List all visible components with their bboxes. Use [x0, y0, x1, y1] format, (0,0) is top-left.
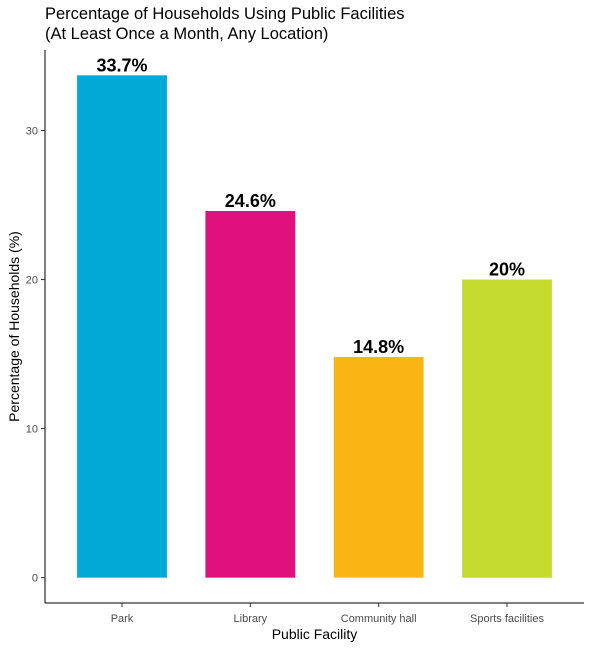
- bar-library: [205, 210, 296, 578]
- y-tick-label: 10: [26, 424, 38, 436]
- x-tick-label-library: Library: [234, 613, 268, 625]
- value-label-library: 24.6%: [225, 191, 276, 211]
- value-label-community-hall: 14.8%: [353, 337, 404, 357]
- x-axis-title: Public Facility: [272, 626, 358, 642]
- x-tick-label-community-hall: Community hall: [341, 613, 417, 625]
- y-tick-label: 30: [26, 125, 38, 137]
- x-tick-label-sports-facilities: Sports facilities: [470, 613, 544, 625]
- y-axis-title: Percentage of Households (%): [6, 231, 22, 422]
- chart-title: Percentage of Households Using Public Fa…: [45, 5, 405, 23]
- value-label-sports-facilities: 20%: [489, 260, 525, 280]
- bars-layer: [77, 75, 552, 578]
- bar-sports-facilities: [462, 279, 552, 578]
- value-labels-layer: 33.7% 24.6% 14.8% 20%: [96, 55, 525, 357]
- value-label-park: 33.7%: [96, 55, 147, 75]
- bar-park: [77, 75, 167, 578]
- x-tick-label-park: Park: [111, 613, 134, 625]
- axes-layer: [44, 50, 584, 604]
- chart-subtitle: (At Least Once a Month, Any Location): [45, 25, 329, 43]
- y-tick-label: 20: [26, 275, 38, 287]
- bar-community-hall: [333, 357, 424, 578]
- x-ticks-layer: Park Library Community hall Sports faciliti…: [111, 603, 544, 625]
- y-ticks-layer: 0 10 20 30: [26, 125, 45, 585]
- y-tick-label: 0: [32, 573, 38, 585]
